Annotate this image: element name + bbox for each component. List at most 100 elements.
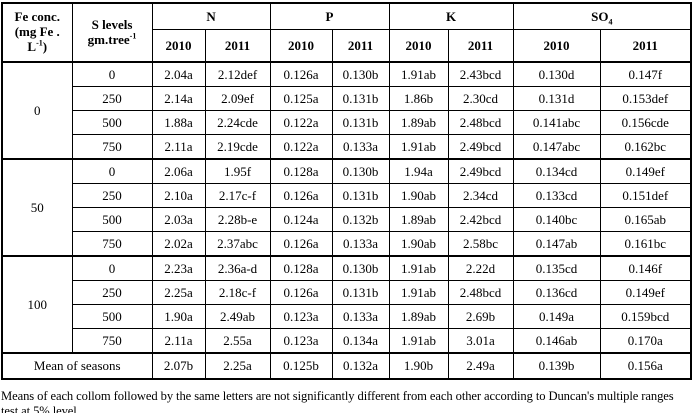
table-cell: 0.146ab	[512, 328, 601, 354]
table-cell: 2.24cde	[204, 110, 271, 135]
table-cell: 2.42bcd	[447, 207, 514, 232]
s-level-value: 0	[71, 255, 153, 281]
table-cell: 0.151def	[599, 183, 692, 208]
table-cell: 0.146f	[599, 255, 692, 281]
fe-conc-line2: (mg Fe .	[14, 24, 60, 40]
table-cell: 0.130b	[331, 255, 390, 281]
table-cell: 2.06a	[151, 158, 206, 184]
table-cell: 0.130d	[512, 61, 601, 87]
table-cell: 2.11a	[151, 134, 206, 160]
table-cell: 2.49ab	[204, 304, 271, 329]
table-cell: 0.135cd	[512, 255, 601, 281]
mean-cell: 2.07b	[151, 352, 206, 380]
table-cell: 2.25a	[151, 280, 206, 305]
table-cell: 2.55a	[204, 328, 271, 354]
table-cell: 0.136cd	[512, 280, 601, 305]
mean-label: Mean of seasons	[1, 352, 153, 380]
s-level-value: 750	[71, 134, 153, 160]
table-cell: 0.131d	[512, 86, 601, 111]
table-cell: 0.134a	[331, 328, 390, 354]
table-cell: 0.124a	[269, 207, 333, 232]
table-row: 750 2.11a 2.19cde 0.122a 0.133a 1.91ab 2.49bcd…	[2, 134, 692, 160]
table-cell: 1.90ab	[388, 231, 449, 257]
table-cell: 0.132b	[331, 207, 390, 232]
header-group-row: Fe conc. (mg Fe . L-1) S levels gm.tree-…	[1, 2, 692, 63]
table-cell: 0.133cd	[512, 183, 601, 208]
table-cell: 2.36a-d	[204, 255, 271, 281]
fe-conc-value: 50	[1, 158, 73, 257]
table-row: 250 2.25a 2.18c-f 0.126a 0.131b 1.91ab 2.48bcd…	[2, 280, 692, 305]
header-group-p: P	[269, 2, 390, 30]
table-row: 50 0 2.06a 1.95f 0.128a 0.130b 1.94a 2.49bcd 0.1…	[1, 158, 692, 257]
table-cell: 0.170a	[599, 328, 692, 354]
table-cell: 2.11a	[151, 328, 206, 354]
table-cell: 0.126a	[269, 231, 333, 257]
table-cell: 0.133a	[331, 231, 390, 257]
table-cell: 1.89ab	[388, 207, 449, 232]
table-cell: 2.37abc	[204, 231, 271, 257]
table-cell: 1.89ab	[388, 304, 449, 329]
mean-cell: 0.139b	[512, 352, 601, 380]
table-cell: 0.156cde	[599, 110, 692, 135]
mean-cell: 1.90b	[388, 352, 449, 380]
table-cell: 1.94a	[388, 158, 449, 184]
s-level-value: 250	[71, 280, 153, 305]
s-level-value: 750	[71, 231, 153, 257]
table-cell: 1.91ab	[388, 255, 449, 281]
s-level-value: 500	[71, 110, 153, 135]
header-year: 2011	[599, 29, 692, 63]
table-mean-section: Mean of seasons 2.07b 2.25a 0.125b 0.132…	[1, 352, 692, 380]
table-cell: 2.17c-f	[204, 183, 271, 208]
table-cell: 2.49bcd	[447, 158, 514, 184]
table-cell: 2.03a	[151, 207, 206, 232]
fe-conc-line1: Fe conc.	[14, 9, 60, 25]
s-level-value: 0	[71, 158, 153, 184]
table-cell: 0.131b	[331, 86, 390, 111]
table-cell: 1.88a	[151, 110, 206, 135]
table-cell: 0.123a	[269, 328, 333, 354]
table-cell: 0.141abc	[512, 110, 601, 135]
table-cell: 2.58bc	[447, 231, 514, 257]
header-year: 2011	[331, 29, 390, 63]
table-cell: 1.91ab	[388, 61, 449, 87]
s-level-value: 500	[71, 304, 153, 329]
table-cell: 0.147ab	[512, 231, 601, 257]
table-cell: 0.126a	[269, 183, 333, 208]
table-row: 500 2.03a 2.28b-e 0.124a 0.132b 1.89ab 2.42bcd…	[2, 207, 692, 232]
mean-of-seasons-row: Mean of seasons 2.07b 2.25a 0.125b 0.132…	[1, 352, 692, 380]
header-group-so4: SO4	[512, 2, 692, 30]
table-cell: 2.02a	[151, 231, 206, 257]
table-cell: 0.147f	[599, 61, 692, 87]
table-row: 750 2.02a 2.37abc 0.126a 0.133a 1.90ab 2.58bc 0…	[2, 231, 692, 257]
table-cell: 0.130b	[331, 158, 390, 184]
table-cell: 0.140bc	[512, 207, 601, 232]
table-row: 500 1.88a 2.24cde 0.122a 0.131b 1.89ab 2.48bcd…	[2, 110, 692, 135]
table-cell: 0.130b	[331, 61, 390, 87]
header-year: 2010	[512, 29, 601, 63]
table-cell: 1.89ab	[388, 110, 449, 135]
mean-cell: 2.25a	[204, 352, 271, 380]
mean-cell: 2.49a	[447, 352, 514, 380]
table-cell: 0.122a	[269, 134, 333, 160]
header-year: 2010	[269, 29, 333, 63]
table-cell: 2.48bcd	[447, 280, 514, 305]
table-cell: 0.159bcd	[599, 304, 692, 329]
table-cell: 0.153def	[599, 86, 692, 111]
table-cell: 0.165ab	[599, 207, 692, 232]
table-cell: 0.125a	[269, 86, 333, 111]
header-s-levels: S levels gm.tree-1	[71, 2, 153, 63]
table-cell: 2.69b	[447, 304, 514, 329]
s-level-value: 500	[71, 207, 153, 232]
header-year: 2011	[447, 29, 514, 63]
table-cell: 0.162bc	[599, 134, 692, 160]
table-row: 500 1.90a 2.49ab 0.123a 0.133a 1.89ab 2.69b 0.1…	[2, 304, 692, 329]
table-cell: 1.90ab	[388, 183, 449, 208]
header-group-n: N	[151, 2, 271, 30]
table-cell: 0.123a	[269, 304, 333, 329]
table-row: 750 2.11a 2.55a 0.123a 0.134a 1.91ab 3.01a 0.14…	[2, 328, 692, 354]
table-cell: 0.128a	[269, 158, 333, 184]
nutrient-concentration-table: Fe conc. (mg Fe . L-1) S levels gm.tree-…	[1, 2, 693, 380]
table-cell: 1.86b	[388, 86, 449, 111]
table-cell: 0.133a	[331, 304, 390, 329]
